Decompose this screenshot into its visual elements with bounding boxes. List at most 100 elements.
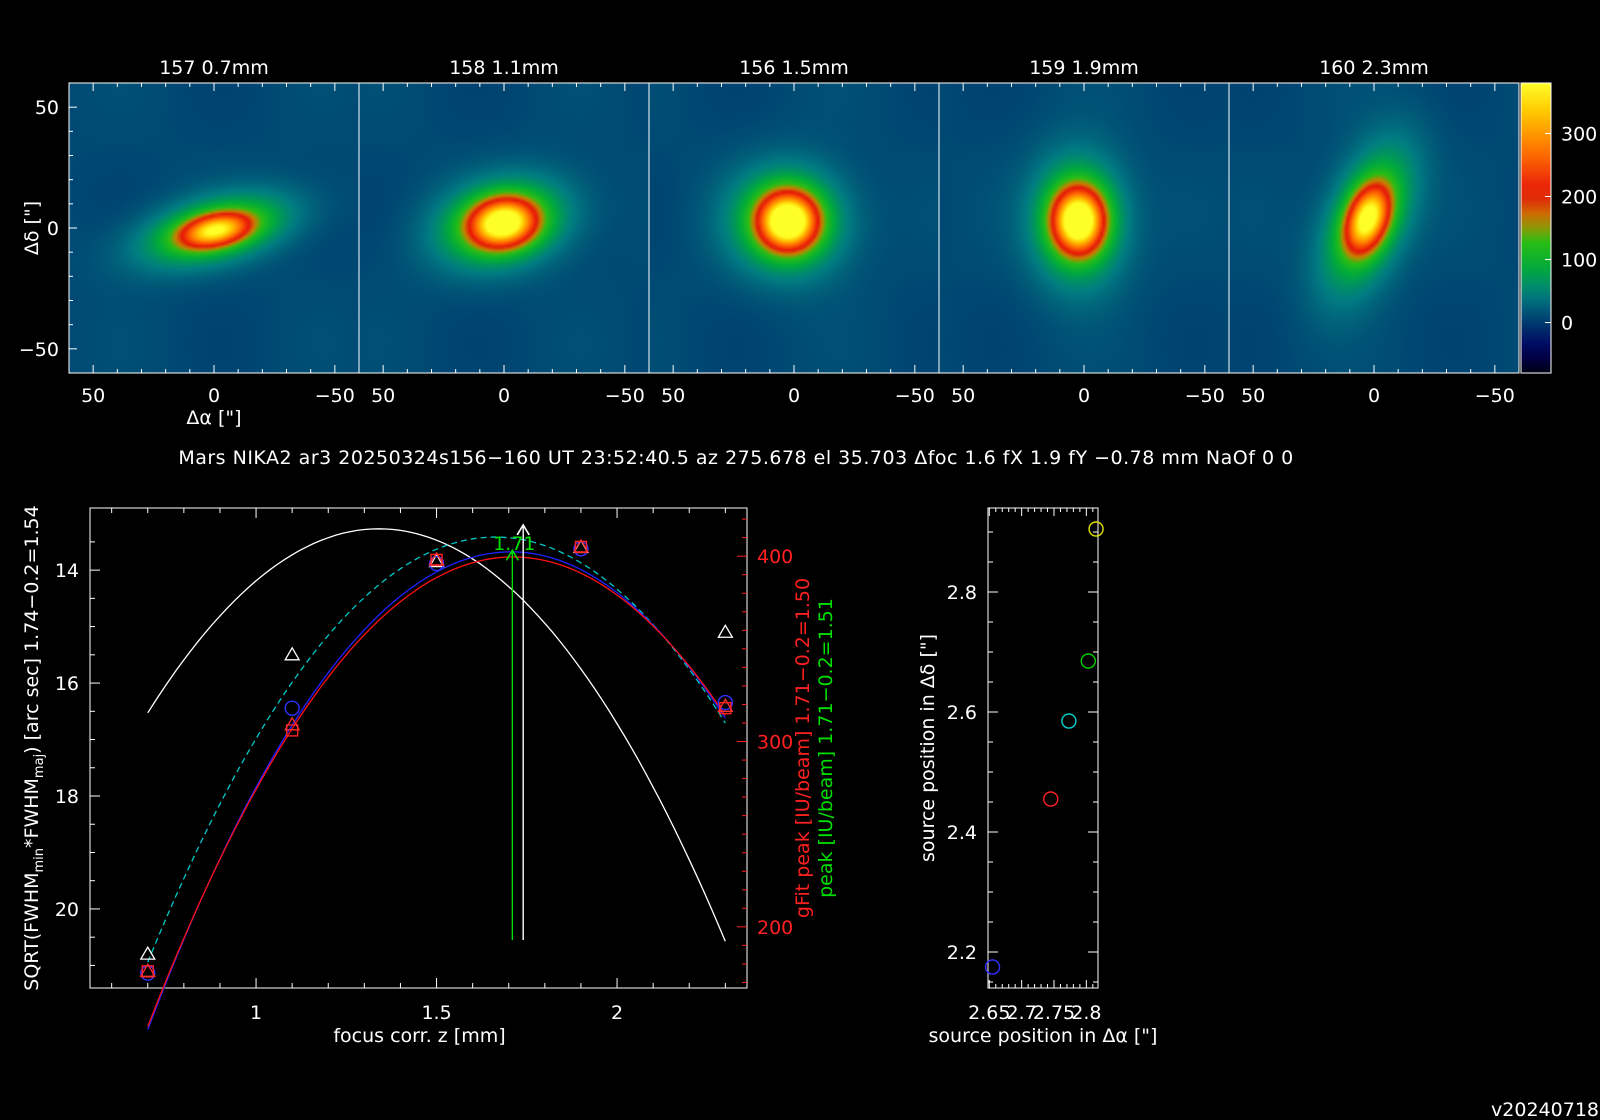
focus-ylabel: SQRT(FWHMmin*FWHMmaj) [arc sec] 1.74−0.2… <box>21 505 47 990</box>
ylabel-part: min <box>32 848 47 873</box>
beam-map-panel: 159 1.9mm 50 0 −50 <box>938 57 1230 407</box>
y-tick-label: −50 <box>19 339 59 361</box>
x-tick-label: 2 <box>611 1002 623 1024</box>
data-point-circle <box>284 700 300 716</box>
beam-map-panel: 157 0.7mm 50 0 −50 <box>68 57 360 407</box>
focus-xlabel: focus corr. z [mm] <box>333 1025 505 1047</box>
ylabel-part: *FWHM <box>21 778 43 848</box>
right-y-tick-label: 300 <box>757 732 793 754</box>
best-focus-value: 1.71 <box>493 533 535 555</box>
beam-map-canvas <box>649 83 939 373</box>
x-tick-label: 50 <box>661 385 685 407</box>
map-ylabel: Δδ ["] <box>21 201 43 255</box>
fit-curve <box>147 536 726 963</box>
beam-map-image <box>359 83 649 373</box>
colorbar-tick-label: 300 <box>1561 123 1597 145</box>
x-tick-label: 50 <box>371 385 395 407</box>
x-tick-label: −50 <box>315 385 355 407</box>
colorbar-bar <box>1520 82 1552 374</box>
data-point-triangle <box>139 945 156 960</box>
focus-plot-frame <box>89 507 748 989</box>
y-tick-label: 2.2 <box>947 942 977 964</box>
beam-map-canvas <box>1229 83 1519 373</box>
x-tick-label: 2.65 <box>968 1002 1010 1024</box>
best-focus-arrowhead <box>505 548 520 561</box>
x-tick-label: 1.5 <box>421 1002 451 1024</box>
data-point-triangle <box>139 963 156 977</box>
x-tick-label: 2.8 <box>1071 1002 1101 1024</box>
x-tick-label: −50 <box>605 385 645 407</box>
y-tick-label: 20 <box>55 899 79 921</box>
y-tick-label: 50 <box>35 97 59 119</box>
colorbar-tick-label: 200 <box>1561 186 1597 208</box>
position-xlabel: source position in Δα ["] <box>929 1025 1158 1047</box>
x-tick-label: 0 <box>498 385 510 407</box>
y-tick-label: 0 <box>47 218 59 240</box>
y-tick-label: 2.8 <box>947 582 977 604</box>
focus-ylabel-right-peak: peak [IU/beam] 1.71−0.2=1.51 <box>815 598 837 898</box>
beam-map-panel: 160 2.3mm 50 0 −50 <box>1228 57 1520 407</box>
x-tick-label: −50 <box>895 385 935 407</box>
y-tick-label: 18 <box>55 786 79 808</box>
best-focus-arrowhead <box>516 523 530 536</box>
data-point-triangle <box>717 698 734 712</box>
beam-map-image <box>1229 83 1519 373</box>
fit-curve <box>147 551 726 1030</box>
ylabel-part: maj <box>32 754 47 778</box>
position-point <box>984 959 1001 975</box>
focus-curve-plot: 1 1.5 2 14 16 18 20 200 300 400 1.71 focus corr. z … <box>21 505 837 1047</box>
x-tick-label: 2.7 <box>1007 1002 1037 1024</box>
right-y-tick-label: 200 <box>757 917 793 939</box>
x-tick-label: 2.75 <box>1033 1002 1075 1024</box>
x-tick-label: 1 <box>250 1002 262 1024</box>
beam-map-title: 160 2.3mm <box>1319 57 1429 79</box>
data-point-triangle <box>428 551 445 566</box>
data-point-triangle <box>717 623 734 638</box>
y-tick-label: 16 <box>55 673 79 695</box>
x-tick-label: 0 <box>1368 385 1380 407</box>
data-point-triangle <box>572 538 590 553</box>
beam-maps-row: 157 0.7mm 50 0 −50 158 1.1mm 50 0 −50 156 1.5mm 5… <box>19 57 1520 429</box>
beam-map-title: 158 1.1mm <box>449 57 559 79</box>
version-label: v20240718 <box>1491 1099 1599 1120</box>
beam-map-image <box>939 83 1229 373</box>
data-point-triangle <box>284 646 301 661</box>
position-point <box>1061 713 1077 729</box>
beam-map-canvas <box>939 83 1229 373</box>
colorbar-tick-label: 0 <box>1561 313 1573 335</box>
x-tick-label: 50 <box>81 385 105 407</box>
colorbar-tick-label: 100 <box>1561 250 1597 272</box>
data-point-triangle <box>284 716 301 731</box>
position-plot-frame <box>987 507 1099 989</box>
focus-ylabel-right-gfit: gFit peak [IU/beam] 1.71−0.2=1.50 <box>792 578 814 918</box>
x-tick-label: −50 <box>1185 385 1225 407</box>
x-tick-label: 0 <box>788 385 800 407</box>
fit-curve <box>147 528 726 942</box>
y-tick-label: 2.4 <box>947 822 977 844</box>
beam-map-canvas <box>69 83 359 373</box>
data-point-circle <box>428 555 445 572</box>
position-point <box>1080 653 1096 669</box>
map-xlabel: Δα ["] <box>186 407 241 429</box>
beam-map-canvas <box>359 83 649 373</box>
beam-map-panel: 156 1.5mm 50 0 −50 <box>648 57 940 407</box>
x-tick-label: 50 <box>1241 385 1265 407</box>
x-tick-label: −50 <box>1475 385 1515 407</box>
colorbar: 300 200 100 0 <box>1520 82 1597 374</box>
beam-map-image <box>69 83 359 373</box>
ylabel-part: ) [arc sec] 1.74−0.2=1.54 <box>21 505 43 754</box>
beam-map-title: 157 0.7mm <box>159 57 269 79</box>
position-point <box>1088 521 1104 537</box>
right-y-tick-label: 400 <box>757 546 793 568</box>
ylabel-part: SQRT(FWHM <box>21 872 43 990</box>
beam-map-image <box>649 83 939 373</box>
data-point-circle <box>717 694 734 711</box>
x-tick-label: 0 <box>208 385 220 407</box>
fit-curve <box>147 556 726 1027</box>
x-tick-label: 0 <box>1078 385 1090 407</box>
y-tick-label: 14 <box>55 560 79 582</box>
beam-map-title: 156 1.5mm <box>739 57 849 79</box>
x-tick-label: 50 <box>951 385 975 407</box>
observation-header: Mars NIKA2 ar3 20250324s156−160 UT 23:52… <box>178 447 1293 469</box>
